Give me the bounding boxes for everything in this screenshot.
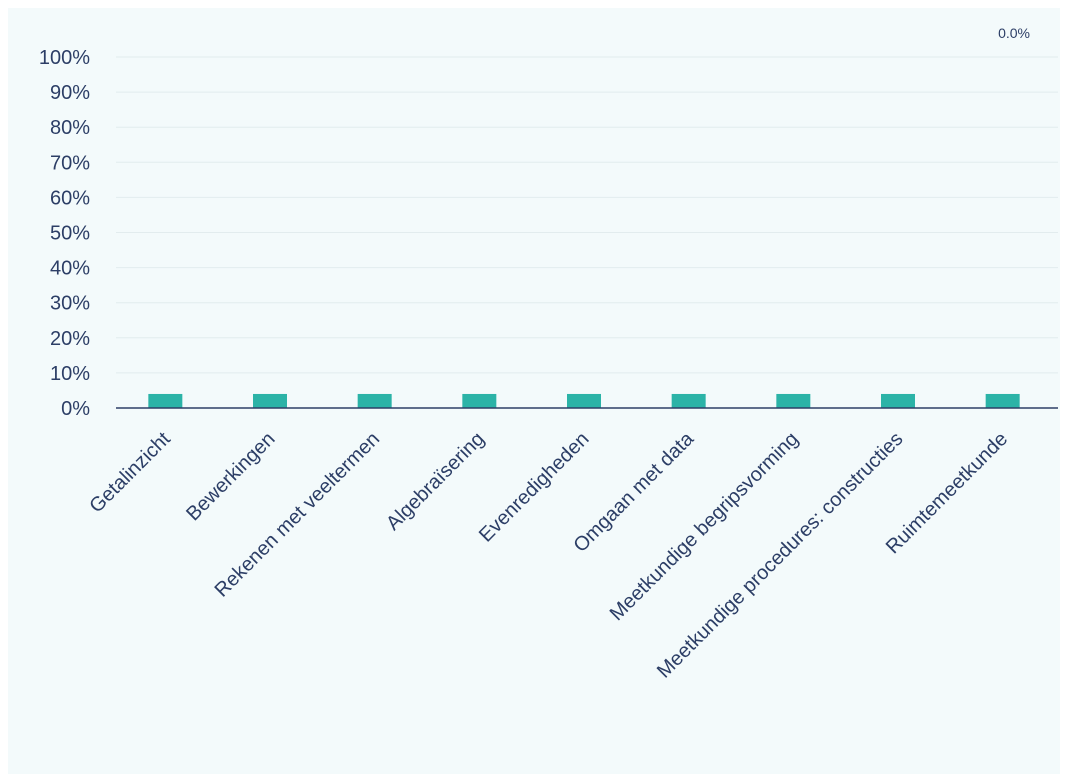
bar xyxy=(148,393,183,408)
y-tick-label: 40% xyxy=(50,258,90,280)
y-tick-label: 0% xyxy=(61,398,90,420)
y-tick-label: 90% xyxy=(50,82,90,104)
y-tick-label: 100% xyxy=(39,47,90,69)
bar xyxy=(985,393,1020,408)
bar xyxy=(357,393,392,408)
corner-label: 0.0% xyxy=(998,25,1030,41)
x-tick-label: Bewerkingen xyxy=(182,428,279,525)
y-tick-label: 30% xyxy=(50,293,90,315)
x-tick-label: Meetkundige procedures: constructies xyxy=(653,428,908,683)
bar xyxy=(881,393,915,408)
x-tick-label: Meetkundige begripsvorming xyxy=(606,428,803,625)
y-tick-label: 80% xyxy=(50,117,90,139)
chart-panel xyxy=(8,8,1060,774)
y-tick-label: 20% xyxy=(50,328,90,350)
y-axis-ticks: 0% 10% 20% 30% 40% 50% 60% 70% 80% 90% 100% xyxy=(39,47,90,420)
bars xyxy=(148,393,1020,408)
gridlines xyxy=(116,56,1058,374)
y-tick-label: 70% xyxy=(50,152,90,174)
bar xyxy=(567,393,601,408)
x-tick-label: Getalinzicht xyxy=(85,428,175,518)
bar xyxy=(776,393,811,408)
x-tick-label: Algebraïsering xyxy=(382,428,489,535)
x-tick-label: Evenredigheden xyxy=(475,428,594,547)
bar xyxy=(253,393,287,408)
bar xyxy=(462,393,497,408)
y-tick-label: 60% xyxy=(50,187,90,209)
y-tick-label: 50% xyxy=(50,223,90,245)
bar xyxy=(671,393,706,408)
y-tick-label: 10% xyxy=(50,363,90,385)
